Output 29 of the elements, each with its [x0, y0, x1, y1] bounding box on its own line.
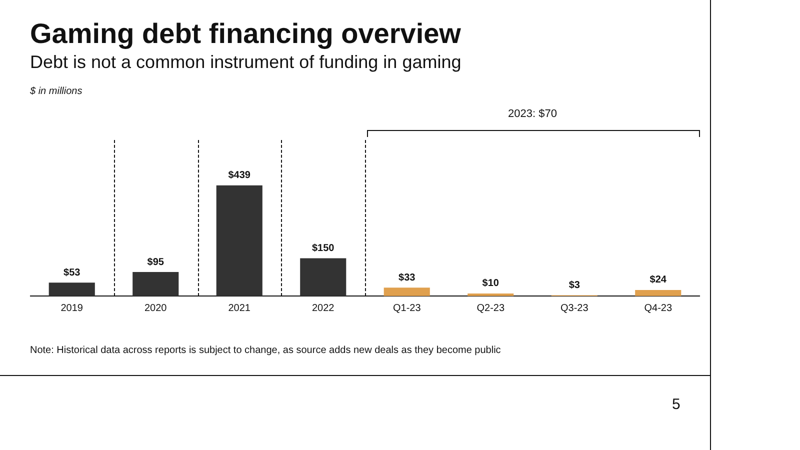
- data-label: $33: [398, 272, 416, 284]
- x-tick-label: 2020: [144, 302, 168, 314]
- bar: [300, 258, 346, 296]
- text: Note: Historical data across reports is subject to change, as source adds new deals as they become public: [30, 345, 501, 356]
- data-label: $24: [650, 274, 667, 286]
- text: 2023: $70: [508, 108, 557, 120]
- x-tick-label: Q2-23: [476, 302, 505, 314]
- x-tick-label: Q1-23: [392, 302, 422, 314]
- bar: [635, 290, 682, 296]
- data-label: $53: [64, 267, 81, 278]
- bar: [132, 272, 179, 296]
- data-label: $10: [482, 278, 500, 290]
- data-label: $3: [568, 280, 580, 291]
- data-label: $150: [312, 242, 335, 254]
- text: 5: [672, 396, 680, 413]
- x-tick-label: Q4-23: [644, 302, 672, 314]
- data-label: $95: [147, 256, 164, 268]
- x-tick-label: 2019: [60, 302, 84, 314]
- bar: [468, 293, 514, 296]
- x-tick-label: 2021: [228, 302, 251, 314]
- bar: [384, 288, 430, 296]
- chart-title: Gaming debt financing overview: [30, 18, 461, 50]
- x-tick-label: Q3-23: [560, 302, 589, 314]
- bar: [216, 185, 262, 296]
- data-label: $439: [228, 170, 251, 182]
- x-tick-label: 2022: [312, 302, 335, 314]
- chart-subtitle: Debt is not a common instrument of funding in gaming: [30, 52, 462, 73]
- bar: [48, 282, 95, 296]
- text: $ in millions: [30, 86, 82, 97]
